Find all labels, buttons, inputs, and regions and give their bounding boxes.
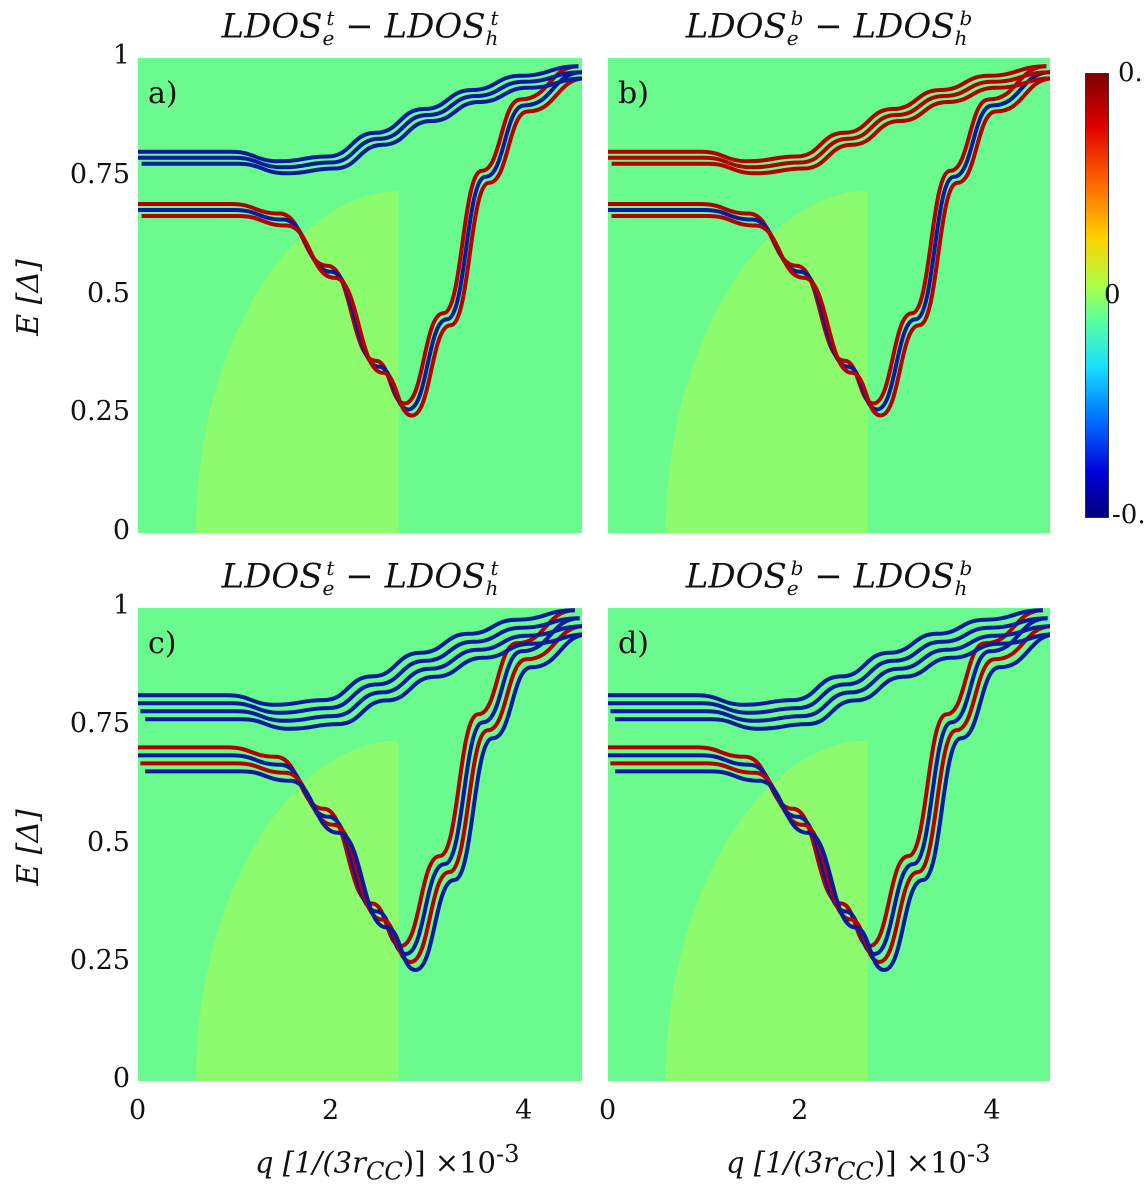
panel-title-c: LDOSet − LDOSht	[221, 556, 499, 601]
panel-title-d: LDOSeb − LDOShb	[685, 556, 973, 601]
panel-letter: a)	[148, 76, 178, 111]
y-tick-label: 0.5	[87, 277, 130, 309]
heatmap-panel-d	[608, 608, 1050, 1081]
heatmap-inner-region	[665, 740, 868, 1081]
y-tick-label: 0.75	[69, 158, 130, 190]
x-axis-label-left: q [1/(3rCC)] ×10-3	[255, 1140, 520, 1186]
band-1-2	[140, 624, 582, 723]
band-1-0	[608, 64, 1047, 164]
band-1-3	[145, 632, 582, 731]
x-tick-label: 0	[599, 1095, 617, 1126]
colorbar-mid-label: 0	[1104, 280, 1121, 310]
heatmap-svg	[608, 58, 1050, 533]
heatmap-panel-a	[138, 58, 582, 533]
y-tick-label: 0.75	[69, 708, 130, 740]
y-tick-label: 0.5	[87, 826, 130, 858]
band-1-1	[608, 616, 1048, 715]
x-tick-label: 4	[983, 1095, 1001, 1126]
x-tick-label: 0	[129, 1095, 147, 1126]
heatmap-inner-region	[665, 191, 868, 533]
x-tick-label: 2	[791, 1095, 809, 1126]
heatmap-inner-region	[195, 191, 399, 533]
panel-title-b: LDOSeb − LDOShb	[685, 6, 973, 51]
band-1-2	[610, 624, 1050, 723]
heatmap-svg	[608, 608, 1050, 1081]
heatmap-svg	[138, 608, 582, 1081]
band-0-3	[615, 633, 1050, 973]
band-1-0	[138, 64, 579, 164]
heatmap-panel-c	[138, 608, 582, 1081]
band-1-1	[608, 70, 1050, 170]
panel-letter: c)	[148, 626, 177, 661]
heatmap-panel-b	[608, 58, 1050, 533]
y-tick-label: 1	[112, 40, 130, 71]
band-1-1	[138, 616, 580, 715]
band-1-0	[138, 608, 575, 707]
band-0-2	[611, 76, 1050, 418]
band-1-3	[615, 632, 1050, 731]
band-0-2	[141, 76, 582, 418]
band-1-2	[141, 76, 582, 176]
colorbar	[1085, 73, 1109, 518]
panel-letter: b)	[618, 76, 649, 111]
panel-title-a: LDOSet − LDOSht	[221, 6, 499, 51]
heatmap-inner-region	[195, 740, 399, 1081]
colorbar-max-label: 0.	[1118, 58, 1143, 88]
panel-letter: d)	[618, 626, 649, 661]
y-tick-label: 0	[112, 1063, 130, 1094]
x-tick-label: 4	[515, 1095, 533, 1126]
y-tick-label: 0.25	[69, 944, 130, 976]
colorbar-min-label: -0.	[1112, 500, 1146, 530]
band-0-3	[145, 633, 582, 973]
x-tick-label: 2	[322, 1095, 340, 1126]
x-axis-label-right: q [1/(3rCC)] ×10-3	[726, 1140, 991, 1186]
y-tick-label: 1	[112, 590, 130, 621]
band-1-1	[138, 70, 582, 170]
y-tick-label: 0	[112, 515, 130, 546]
y-tick-label: 0.25	[69, 396, 130, 428]
band-1-0	[608, 608, 1043, 707]
band-1-2	[611, 76, 1050, 176]
heatmap-svg	[138, 58, 582, 533]
